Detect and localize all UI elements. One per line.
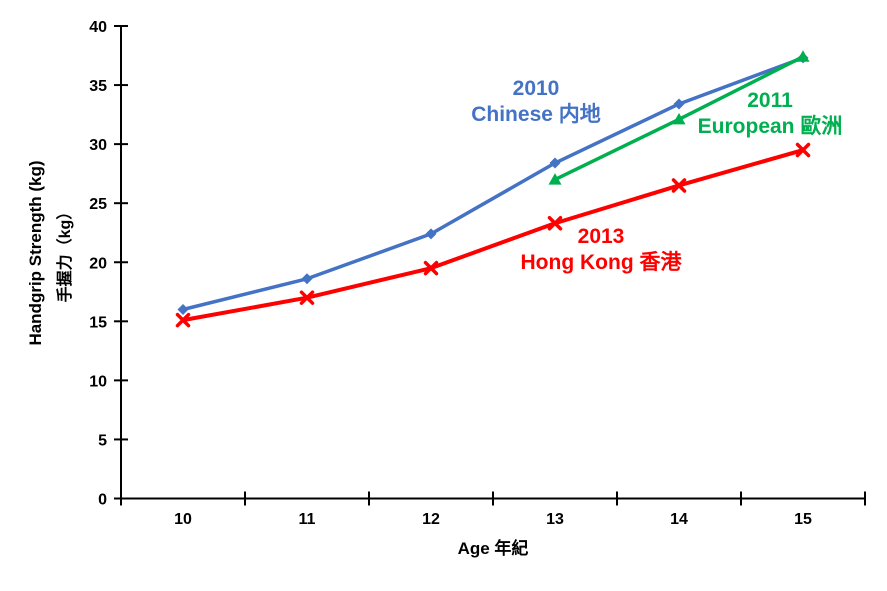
y-axis-tick-label: 20 — [89, 255, 107, 272]
y-axis-tick-label: 15 — [89, 314, 107, 331]
x-axis-tick-label: 10 — [174, 511, 192, 528]
marker-diamond-icon — [301, 273, 313, 285]
marker-triangle-icon — [548, 173, 562, 185]
marker-triangle-icon — [672, 112, 686, 125]
x-axis-tick-label: 13 — [546, 511, 564, 528]
marker-x-icon — [547, 216, 563, 231]
series-line-x — [181, 148, 805, 323]
marker-diamond-icon — [425, 228, 437, 240]
marker-x-icon — [423, 260, 439, 276]
y-axis-tick-label: 0 — [98, 492, 107, 509]
x-axis-tick-label: 14 — [670, 511, 688, 528]
y-axis-tick-label: 10 — [89, 373, 107, 390]
marker-diamond-icon — [549, 157, 561, 169]
marker-x-icon — [671, 178, 687, 193]
y-axis-tick-label: 5 — [98, 432, 107, 449]
marker-diamond-icon — [673, 98, 685, 110]
y-axis-tick-label: 35 — [89, 78, 107, 95]
y-axis-tick-label: 30 — [89, 137, 107, 154]
series-line-diamond — [181, 56, 805, 312]
x-axis-tick-label: 15 — [794, 511, 812, 528]
marker-x-icon — [175, 312, 191, 328]
y-axis-tick-label: 40 — [89, 19, 107, 36]
marker-diamond-icon — [177, 304, 189, 315]
marker-x-icon — [795, 142, 811, 158]
marker-triangle-icon — [796, 50, 810, 62]
x-axis-tick-label: 12 — [422, 511, 440, 528]
marker-x-icon — [299, 290, 315, 305]
y-axis-tick-label: 25 — [89, 196, 107, 213]
x-axis-tick-label: 11 — [299, 511, 316, 528]
